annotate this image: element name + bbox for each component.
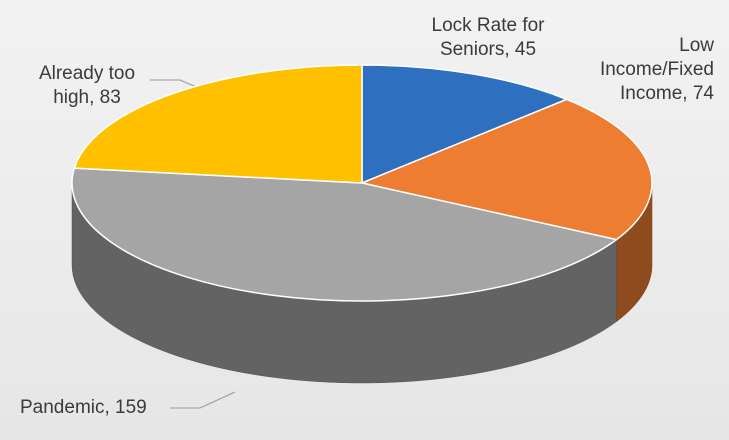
data-label: Pandemic, 159 [20,397,147,418]
leader-line [170,391,236,409]
slice [71,167,619,302]
slice [73,64,363,184]
data-label: Already too high, 83 [38,63,136,108]
data-label: Low Income/Fixed Income, 74 [599,35,714,104]
slice [361,64,569,185]
slice [359,98,653,241]
data-label: Lock Rate for Seniors, 45 [431,15,545,60]
